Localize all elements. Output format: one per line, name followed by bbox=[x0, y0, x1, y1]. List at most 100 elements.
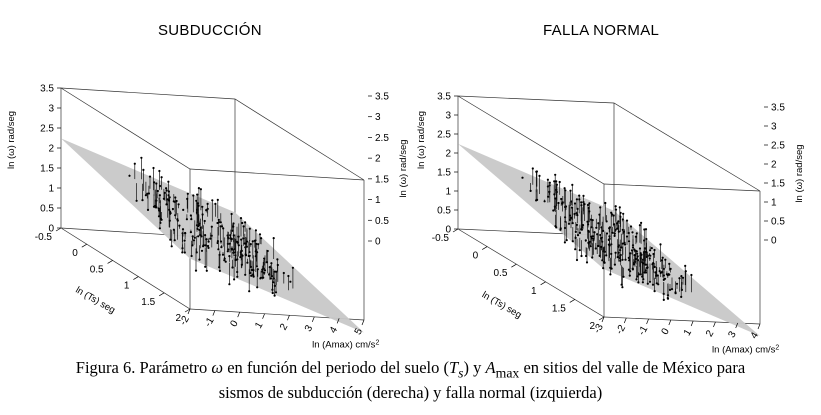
data-point bbox=[670, 288, 674, 291]
data-point bbox=[658, 270, 661, 273]
data-point bbox=[576, 214, 579, 217]
data-point bbox=[177, 203, 180, 206]
data-point bbox=[596, 233, 599, 236]
data-point bbox=[529, 189, 532, 192]
data-point bbox=[681, 276, 685, 279]
data-point bbox=[643, 247, 647, 250]
y-tick-mark bbox=[212, 310, 216, 316]
data-point bbox=[660, 259, 663, 262]
data-point bbox=[669, 267, 672, 270]
data-point bbox=[589, 245, 592, 248]
z-tick-label-right: 0 bbox=[375, 237, 381, 248]
data-point bbox=[588, 210, 591, 213]
data-point bbox=[563, 241, 566, 244]
data-point bbox=[583, 203, 586, 206]
data-point bbox=[222, 227, 225, 230]
data-point bbox=[273, 294, 276, 297]
z-tick-label-right: 0 bbox=[771, 236, 777, 247]
amax-subscript: max bbox=[495, 365, 520, 381]
data-point bbox=[554, 197, 557, 200]
data-point bbox=[217, 218, 220, 221]
y-tick-label: 2 bbox=[278, 321, 291, 332]
z-tick-label-right: 1 bbox=[375, 195, 381, 206]
falla-normal-title: FALLA NORMAL bbox=[543, 22, 660, 39]
data-point bbox=[635, 250, 638, 253]
data-point bbox=[228, 283, 231, 286]
data-point bbox=[548, 181, 551, 184]
data-point bbox=[649, 249, 652, 252]
data-point bbox=[259, 277, 262, 280]
data-point bbox=[204, 265, 207, 268]
data-point bbox=[620, 246, 623, 249]
data-point bbox=[597, 244, 600, 248]
data-point bbox=[128, 174, 131, 177]
data-point bbox=[638, 247, 642, 250]
data-point bbox=[553, 180, 556, 183]
caption-line-2: sismos de subducción (derecha) y falla n… bbox=[218, 383, 603, 403]
data-point bbox=[558, 180, 561, 184]
data-point bbox=[141, 199, 144, 202]
y-tick-label: 2 bbox=[704, 328, 717, 339]
data-point bbox=[555, 180, 558, 183]
z-tick-label-left: 3 bbox=[445, 111, 451, 122]
data-point bbox=[656, 274, 659, 277]
data-point bbox=[252, 273, 255, 276]
data-point bbox=[232, 234, 235, 237]
data-point bbox=[226, 250, 229, 253]
data-point bbox=[219, 240, 223, 243]
data-point bbox=[201, 213, 204, 216]
data-point bbox=[276, 258, 279, 261]
data-point bbox=[588, 202, 591, 205]
data-point bbox=[169, 212, 172, 215]
data-point bbox=[201, 205, 204, 208]
data-point bbox=[148, 175, 152, 178]
data-point bbox=[232, 251, 235, 254]
data-point bbox=[569, 189, 572, 192]
data-point bbox=[248, 227, 251, 230]
data-point bbox=[680, 295, 683, 298]
data-point bbox=[206, 202, 209, 205]
data-point bbox=[254, 229, 257, 232]
data-point bbox=[625, 235, 629, 238]
data-point bbox=[230, 248, 234, 251]
z-tick-label-right: 3.5 bbox=[771, 103, 785, 114]
data-point bbox=[607, 243, 610, 246]
data-point bbox=[276, 263, 279, 267]
data-point bbox=[170, 245, 173, 248]
data-point bbox=[589, 218, 593, 221]
z-tick-label-left: 1 bbox=[48, 184, 54, 195]
data-point bbox=[627, 240, 631, 243]
z-axis-label-left: ln (ω) rad/seg bbox=[416, 111, 427, 169]
data-point bbox=[535, 199, 538, 202]
data-point bbox=[531, 167, 534, 170]
data-point bbox=[252, 275, 255, 278]
y-tick-mark bbox=[623, 317, 627, 324]
data-point bbox=[580, 228, 583, 231]
z-tick-label-left: 1 bbox=[445, 187, 451, 198]
ts-symbol: T bbox=[448, 358, 459, 377]
data-point bbox=[642, 262, 645, 265]
data-point bbox=[228, 255, 231, 258]
data-point bbox=[578, 198, 581, 201]
data-point bbox=[158, 227, 161, 230]
y-tick-mark bbox=[668, 319, 672, 326]
data-point bbox=[580, 254, 583, 258]
omega-symbol: ω bbox=[211, 358, 224, 377]
data-point bbox=[233, 278, 236, 281]
z-tick-label-right: 2.5 bbox=[375, 133, 389, 144]
y-tick-label: 3 bbox=[726, 329, 739, 340]
data-point bbox=[599, 206, 602, 209]
data-point bbox=[209, 237, 212, 240]
y-tick-mark bbox=[311, 316, 315, 322]
data-point bbox=[610, 211, 613, 214]
data-point bbox=[173, 239, 176, 242]
data-point bbox=[678, 277, 681, 280]
data-point bbox=[184, 231, 187, 235]
z-tick-label-left: 0 bbox=[445, 225, 451, 236]
data-point bbox=[595, 226, 598, 229]
data-point bbox=[582, 194, 585, 197]
data-point bbox=[575, 212, 578, 215]
data-point bbox=[260, 237, 263, 240]
y-tick-mark bbox=[713, 321, 716, 328]
data-point bbox=[163, 191, 166, 194]
